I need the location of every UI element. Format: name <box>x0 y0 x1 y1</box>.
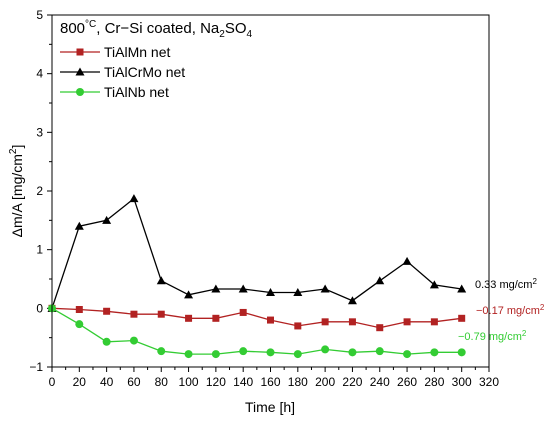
data-point-square <box>348 318 356 326</box>
legend-marker-square <box>76 48 84 56</box>
y-tick-label: 4 <box>36 67 43 81</box>
data-point-circle <box>102 337 111 346</box>
legend-marker-triangle <box>75 67 85 76</box>
data-point-square <box>294 322 302 330</box>
x-tick-label: 160 <box>260 375 280 389</box>
data-point-circle <box>266 348 275 357</box>
x-tick-label: 240 <box>370 375 390 389</box>
data-point-square <box>267 316 274 324</box>
data-point-triangle <box>375 276 385 285</box>
data-point-square <box>130 310 138 318</box>
data-point-square <box>185 314 193 322</box>
legend-item-tialnb: TiAlNb net <box>60 84 169 100</box>
data-point-circle <box>348 348 357 357</box>
x-tick-label: 80 <box>155 375 169 389</box>
y-tick-label: 3 <box>36 125 43 139</box>
series-tialnb <box>48 304 466 359</box>
data-point-triangle <box>347 296 357 305</box>
data-point-square <box>430 318 438 326</box>
chart-title: 800°C, Cr−Si coated, Na2SO4 <box>60 19 253 40</box>
data-point-square <box>403 318 411 326</box>
y-axis-label: Δm/A [mg/cm2] <box>8 145 25 238</box>
legend-marker-circle <box>76 88 84 96</box>
x-tick-label: 260 <box>397 375 417 389</box>
data-point-circle <box>157 347 166 356</box>
x-tick-label: 0 <box>49 375 56 389</box>
data-point-triangle <box>457 284 467 293</box>
series-line-tialcrmo <box>51 197 462 309</box>
data-point-square <box>75 306 83 314</box>
data-point-square <box>321 318 329 326</box>
data-point-square <box>376 324 384 332</box>
data-point-square <box>103 307 111 315</box>
data-point-circle <box>321 345 330 354</box>
axis-ticks-group: 0 20 40 60 80 100 120 140 160 180 200 220 240 260 280 3… <box>29 8 499 389</box>
x-tick-label: 40 <box>100 375 114 389</box>
legend: TiAlMn net TiAlCrMo net TiAlNb net <box>60 44 185 100</box>
data-point-triangle <box>184 290 194 299</box>
data-point-circle <box>457 348 466 357</box>
data-point-square <box>157 310 165 318</box>
annotation-tialcrmo-value: 0.33 mg/cm2 <box>475 277 537 291</box>
legend-label-tialmn: TiAlMn net <box>104 44 171 60</box>
data-point-triangle <box>211 284 221 293</box>
annotation-tialnb-value: −0.79 mg/cm2 <box>458 329 527 343</box>
y-tick-label: 2 <box>36 184 43 198</box>
annotation-tialmn-value: −0.17 mg/cm2 <box>476 303 545 317</box>
x-tick-label: 200 <box>315 375 335 389</box>
data-point-square <box>212 314 220 322</box>
series-line-tialnb <box>51 307 462 355</box>
data-point-triangle <box>429 280 439 289</box>
y-tick-label: 1 <box>36 243 43 257</box>
legend-label-tialnb: TiAlNb net <box>104 84 169 100</box>
data-point-circle <box>184 350 193 359</box>
series-line-tialmn <box>51 307 462 329</box>
x-tick-label: 300 <box>452 375 472 389</box>
legend-item-tialcrmo: TiAlCrMo net <box>60 64 185 80</box>
data-point-triangle <box>293 287 303 296</box>
x-tick-label: 180 <box>288 375 308 389</box>
data-point-square <box>458 314 466 322</box>
data-point-triangle <box>266 287 275 296</box>
data-point-circle <box>239 347 248 356</box>
plot-frame <box>51 14 490 368</box>
x-tick-label: 220 <box>342 375 362 389</box>
data-point-circle <box>75 320 84 329</box>
data-point-triangle <box>129 194 139 203</box>
data-point-triangle <box>238 284 248 293</box>
x-tick-label: 120 <box>206 375 226 389</box>
data-point-circle <box>129 336 138 345</box>
x-tick-label: 20 <box>73 375 87 389</box>
series-group <box>47 194 467 359</box>
data-point-circle <box>375 347 384 356</box>
x-tick-label: 320 <box>479 375 499 389</box>
data-point-triangle <box>320 284 330 293</box>
data-point-circle <box>211 350 220 359</box>
x-tick-label: 60 <box>127 375 141 389</box>
y-tick-label: 0 <box>36 301 43 315</box>
data-point-circle <box>293 350 302 359</box>
legend-label-tialcrmo: TiAlCrMo net <box>104 64 185 80</box>
y-tick-label: −1 <box>29 360 43 374</box>
data-point-triangle <box>156 276 166 285</box>
data-point-triangle <box>74 221 84 230</box>
x-axis-label: Time [h] <box>245 399 295 415</box>
data-point-triangle <box>102 215 112 224</box>
data-point-circle <box>403 350 412 359</box>
data-point-triangle <box>402 256 412 265</box>
x-tick-label: 140 <box>233 375 253 389</box>
x-tick-label: 280 <box>424 375 444 389</box>
data-point-circle <box>430 348 439 357</box>
data-point-square <box>239 308 247 316</box>
legend-item-tialmn: TiAlMn net <box>60 44 171 60</box>
y-tick-label: 5 <box>36 8 43 22</box>
x-tick-label: 100 <box>179 375 199 389</box>
